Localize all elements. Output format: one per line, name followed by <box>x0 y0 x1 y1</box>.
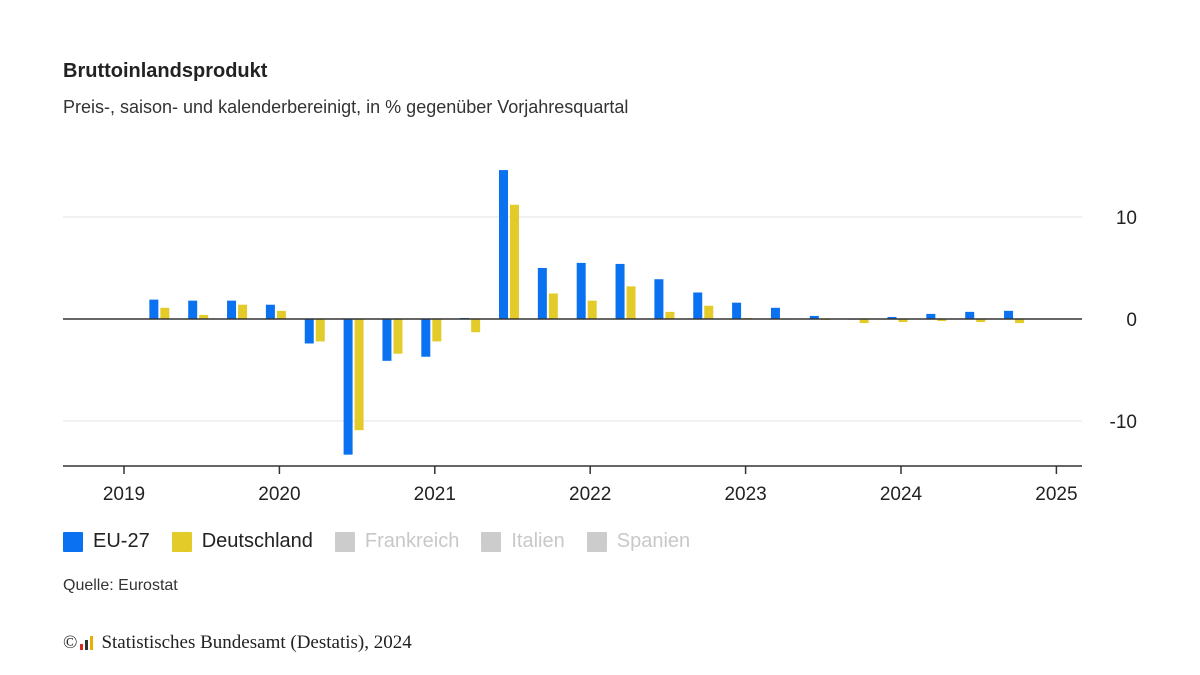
source-note: Quelle: Eurostat <box>63 577 178 594</box>
bar-eu-27 <box>304 319 314 344</box>
bar-deutschland <box>510 204 519 319</box>
bar-eu-27 <box>926 313 936 319</box>
bar-eu-27 <box>265 304 275 319</box>
x-tick-label: 2024 <box>880 484 923 505</box>
legend-item-italien[interactable]: Italien <box>481 530 565 553</box>
bar-eu-27 <box>188 300 198 319</box>
x-tick-label: 2023 <box>724 484 766 505</box>
bar-deutschland <box>354 319 364 431</box>
bar-deutschland <box>587 300 597 319</box>
legend-label-deutschland: Deutschland <box>201 530 313 552</box>
bar-eu-27 <box>499 170 508 319</box>
copyright-text: Statistisches Bundesamt (Destatis), 2024 <box>101 632 412 653</box>
y-tick-label: 10 <box>1116 208 1137 229</box>
chart-legend: EU-27 Deutschland Frankreich Italien Spa… <box>63 530 712 553</box>
bar-eu-27 <box>576 262 586 319</box>
bar-eu-27 <box>654 279 664 319</box>
bar-eu-27 <box>382 319 392 361</box>
bar-eu-27 <box>770 307 780 319</box>
bar-eu-27 <box>693 292 703 319</box>
legend-swatch-frankreich <box>334 531 355 552</box>
bar-deutschland <box>665 311 675 319</box>
x-tick-label: 2020 <box>258 484 300 505</box>
chart-subtitle: Preis-, saison- und kalenderbereinigt, i… <box>63 97 629 117</box>
bar-eu-27 <box>343 319 353 455</box>
legend-label-spanien: Spanien <box>616 530 691 552</box>
legend-swatch-eu27 <box>63 531 83 552</box>
legend-item-frankreich[interactable]: Frankreich <box>334 530 460 553</box>
bar-deutschland <box>976 319 986 323</box>
bar-deutschland <box>937 319 947 322</box>
legend-label-italien: Italien <box>511 530 565 552</box>
y-tick-label: 0 <box>1126 310 1137 331</box>
bar-deutschland <box>626 286 636 319</box>
x-tick-label: 2025 <box>1035 484 1077 505</box>
copyright-symbol: © <box>63 632 78 653</box>
bar-eu-27 <box>887 316 897 319</box>
bar-deutschland <box>704 305 714 319</box>
bar-deutschland <box>1015 319 1025 324</box>
legend-item-eu27[interactable]: EU-27 <box>63 530 150 553</box>
bar-eu-27 <box>149 299 159 319</box>
destatis-logo-icon <box>79 636 97 650</box>
chart-title: Bruttoinlandsprodukt <box>63 60 268 82</box>
legend-swatch-spanien <box>586 531 607 552</box>
bar-eu-27 <box>421 319 431 357</box>
gdp-bar-chart: 10 0 -10 2019 2020 2021 2022 2023 2024 2025 <box>63 170 1137 505</box>
legend-item-spanien[interactable]: Spanien <box>586 530 691 553</box>
legend-swatch-deutschland <box>171 531 192 552</box>
bar-deutschland <box>160 307 170 319</box>
legend-item-deutschland[interactable]: Deutschland <box>171 530 313 553</box>
bar-deutschland <box>276 310 286 319</box>
bar-eu-27 <box>537 268 547 319</box>
bar-deutschland <box>199 314 209 319</box>
legend-swatch-italien <box>481 531 502 552</box>
bar-deutschland <box>238 304 248 319</box>
y-tick-label: -10 <box>1110 412 1137 433</box>
x-tick-label: 2021 <box>414 484 456 505</box>
bar-deutschland <box>471 319 481 333</box>
bar-eu-27 <box>732 302 742 319</box>
bar-deutschland <box>432 319 442 342</box>
bar-eu-27 <box>809 315 819 319</box>
x-tick-label: 2019 <box>103 484 145 505</box>
bar-eu-27 <box>227 300 237 319</box>
bar-deutschland <box>548 293 558 319</box>
bar-eu-27 <box>965 311 975 319</box>
bar-eu-27 <box>1004 310 1014 319</box>
copyright-line: © Statistisches Bundesamt (Destatis), 20… <box>63 632 412 654</box>
bar-deutschland <box>898 319 908 323</box>
legend-label-eu27: EU-27 <box>93 530 150 552</box>
bar-eu-27 <box>615 263 625 319</box>
legend-label-frankreich: Frankreich <box>364 530 460 552</box>
bar-deutschland <box>393 319 403 354</box>
x-tick-label: 2022 <box>569 484 611 505</box>
bar-deutschland <box>315 319 325 342</box>
bar-deutschland <box>859 319 869 324</box>
